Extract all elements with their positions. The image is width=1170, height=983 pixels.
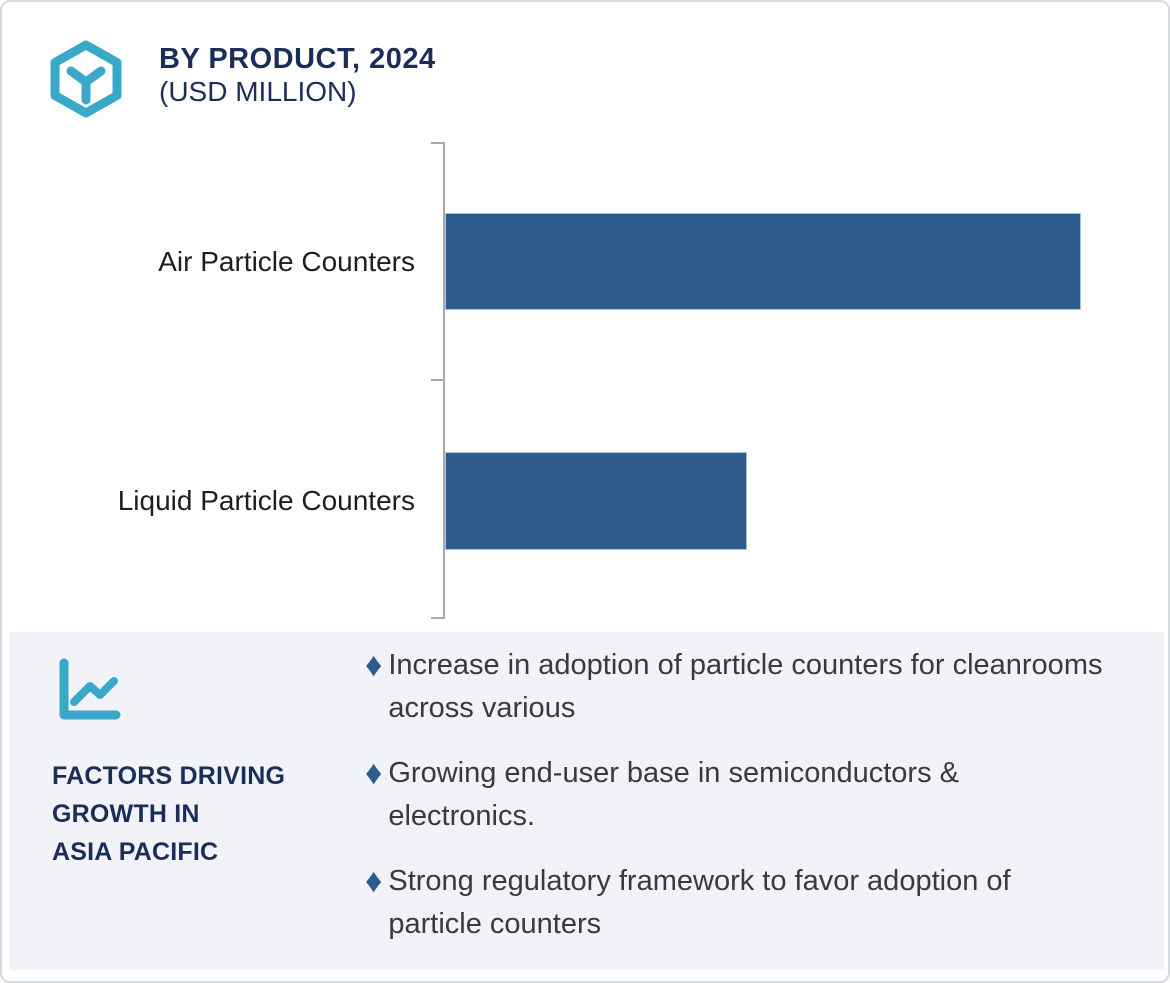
bar-chart: Air Particle Counters Liquid Particle Co… bbox=[2, 2, 1168, 632]
list-item: ♦ Growing end-user base in semiconductor… bbox=[365, 752, 1135, 838]
chart-subtitle: (USD MILLION) bbox=[159, 76, 357, 107]
diamond-bullet-icon: ♦ bbox=[365, 754, 383, 792]
bar-liquid-particle-counters bbox=[445, 452, 748, 550]
bar-air-particle-counters bbox=[445, 213, 1082, 310]
header: BY PRODUCT, 2024 (USD MILLION) bbox=[47, 39, 436, 119]
bullet-text: Strong regulatory framework to favor ado… bbox=[388, 865, 1011, 940]
header-titles: BY PRODUCT, 2024 (USD MILLION) bbox=[159, 39, 436, 108]
factors-heading-line: FACTORS DRIVING bbox=[52, 762, 286, 790]
line-chart-icon bbox=[59, 658, 121, 720]
diamond-bullet-icon: ♦ bbox=[365, 646, 383, 684]
bullet-text: Growing end-user base in semiconductors … bbox=[388, 757, 959, 832]
factors-heading-line: ASIA PACIFIC bbox=[52, 838, 219, 866]
axis-tick bbox=[431, 142, 444, 144]
axis-tick bbox=[431, 379, 444, 381]
plot-area bbox=[445, 142, 1164, 619]
bar-label-air-particle-counters: Air Particle Counters bbox=[158, 245, 415, 277]
bullet-text: Increase in adoption of particle counter… bbox=[388, 649, 1103, 724]
factors-panel: FACTORS DRIVING GROWTH IN ASIA PACIFIC ♦… bbox=[10, 632, 1164, 970]
factors-heading: FACTORS DRIVING GROWTH IN ASIA PACIFIC bbox=[52, 757, 352, 871]
factors-heading-line: GROWTH IN bbox=[52, 800, 200, 828]
diamond-bullet-icon: ♦ bbox=[365, 862, 383, 900]
factors-panel-left: FACTORS DRIVING GROWTH IN ASIA PACIFIC bbox=[52, 657, 352, 871]
bar-label-liquid-particle-counters: Liquid Particle Counters bbox=[117, 485, 415, 516]
list-item: ♦ Strong regulatory framework to favor a… bbox=[365, 860, 1135, 946]
chart-title: BY PRODUCT, 2024 bbox=[159, 43, 436, 75]
category-axis bbox=[443, 142, 445, 619]
hexagon-cube-icon bbox=[50, 40, 122, 118]
axis-tick bbox=[431, 617, 444, 619]
list-item: ♦ Increase in adoption of particle count… bbox=[365, 644, 1135, 730]
factors-bullet-list: ♦ Increase in adoption of particle count… bbox=[365, 644, 1135, 968]
